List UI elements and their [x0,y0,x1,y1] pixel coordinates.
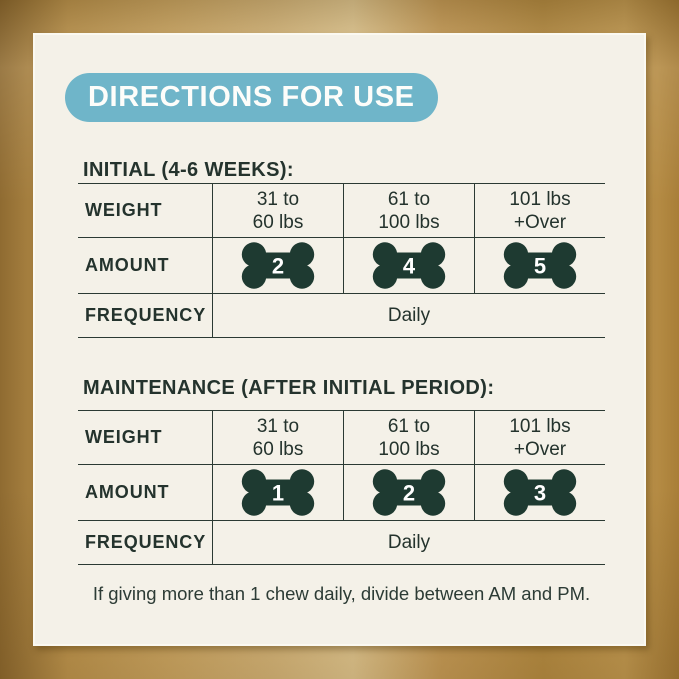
weight-range-line: 60 lbs [252,211,304,233]
directions-title-pill: DIRECTIONS FOR USE [65,73,438,122]
amount-value: 5 [534,254,546,279]
dosage-table-initial: WEIGHT 31 to 60 lbs 61 to 100 lbs 101 lb… [78,183,605,338]
row-label-frequency: FREQUENCY [78,520,212,565]
bone-icon: 4 [372,242,446,289]
amount-value: 3 [534,481,546,506]
row-label-weight: WEIGHT [78,183,212,237]
amount-cell: 5 [474,237,605,293]
row-label-amount: AMOUNT [78,464,212,520]
weight-range-line: 31 to [256,188,300,210]
weight-cell: 61 to 100 lbs [343,183,474,237]
section-heading-maintenance: MAINTENANCE (AFTER INITIAL PERIOD): [83,377,495,399]
weight-range-line: +Over [513,438,567,460]
section-heading-initial: INITIAL (4-6 WEEKS): [83,159,294,181]
page-title: DIRECTIONS FOR USE [88,81,415,113]
amount-value: 1 [272,481,284,506]
weight-cell: 101 lbs +Over [474,183,605,237]
amount-cell: 1 [212,464,343,520]
amount-cell: 2 [212,237,343,293]
bone-icon: 1 [241,469,315,516]
row-label-weight: WEIGHT [78,410,212,464]
bone-icon: 5 [503,242,577,289]
bone-icon: 3 [503,469,577,516]
dosage-table-maintenance: WEIGHT 31 to 60 lbs 61 to 100 lbs 101 lb… [78,410,605,565]
amount-value: 4 [403,254,416,279]
weight-range-line: 100 lbs [378,438,440,460]
weight-cell: 61 to 100 lbs [343,410,474,464]
amount-value: 2 [403,481,415,506]
bone-icon: 2 [241,242,315,289]
label-panel: DIRECTIONS FOR USE INITIAL (4-6 WEEKS): … [33,33,646,646]
weight-range-line: 60 lbs [252,438,304,460]
weight-cell: 101 lbs +Over [474,410,605,464]
frequency-cell: Daily [212,293,605,338]
weight-range-line: 61 to [387,415,431,437]
footnote: If giving more than 1 chew daily, divide… [92,583,591,604]
weight-cell: 31 to 60 lbs [212,183,343,237]
frequency-cell: Daily [212,520,605,565]
weight-range-line: 100 lbs [378,211,440,233]
weight-range-line: +Over [513,211,567,233]
amount-cell: 4 [343,237,474,293]
amount-value: 2 [272,254,284,279]
row-label-frequency: FREQUENCY [78,293,212,338]
amount-cell: 3 [474,464,605,520]
amount-cell: 2 [343,464,474,520]
weight-range-line: 101 lbs [509,415,571,437]
weight-range-line: 101 lbs [509,188,571,210]
weight-range-line: 31 to [256,415,300,437]
row-label-amount: AMOUNT [78,237,212,293]
bone-icon: 2 [372,469,446,516]
weight-range-line: 61 to [387,188,431,210]
weight-cell: 31 to 60 lbs [212,410,343,464]
